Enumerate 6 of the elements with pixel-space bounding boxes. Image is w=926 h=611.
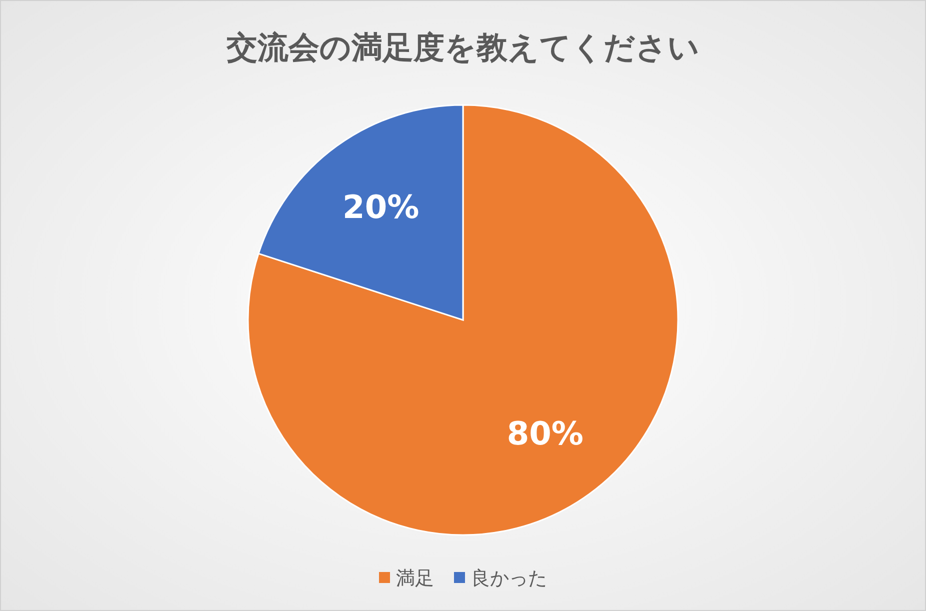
chart-title: 交流会の満足度を教えてください bbox=[226, 30, 700, 66]
data-label: 80% bbox=[506, 414, 584, 452]
pie-slice bbox=[248, 104, 679, 536]
data-label: 20% bbox=[342, 188, 420, 226]
slice-label: 満足 bbox=[396, 568, 434, 590]
legend-label: 良かった bbox=[471, 568, 547, 590]
